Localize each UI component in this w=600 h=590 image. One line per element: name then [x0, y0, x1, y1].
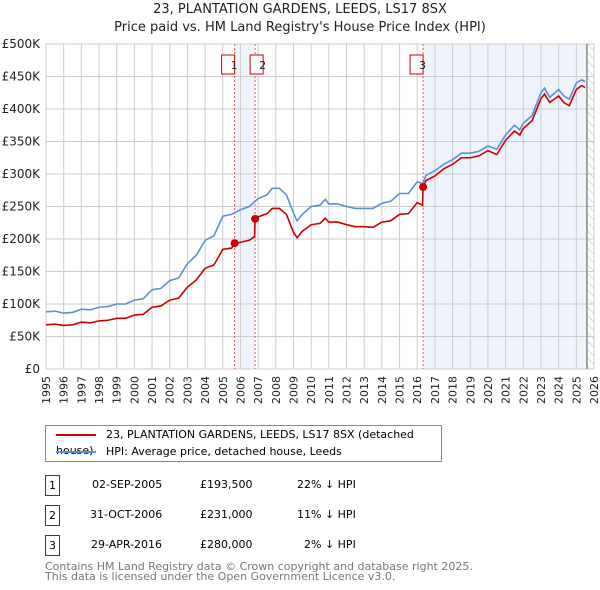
y-tick-label: £100K	[2, 297, 42, 311]
x-tick-label: 2026	[588, 376, 600, 404]
sale-marker-box	[221, 54, 236, 75]
y-tick-label: £200K	[2, 232, 42, 246]
sale-marker-label: 3	[419, 59, 426, 72]
x-tick-label: 2002	[164, 376, 177, 404]
y-tick-label: £250K	[2, 200, 42, 214]
sale-hpi-diff: 11% ↓ HPI	[297, 508, 356, 521]
x-tick-label: 2011	[323, 376, 336, 404]
chart-plot: 1995 1996 1997 1998 1999 2000 2001 2002 2003 2004…	[2, 37, 600, 404]
sale-marker-label: 2	[259, 59, 266, 72]
x-tick-label: 2006	[234, 376, 247, 404]
sale-number: 3	[45, 535, 60, 556]
legend-swatch-red	[56, 434, 96, 436]
x-tick-label: 2012	[341, 376, 354, 404]
sale-point	[230, 239, 239, 248]
footer-line: This data is licensed under the Open Gov…	[45, 570, 396, 583]
y-tick-label: £450K	[2, 70, 42, 84]
chart-subtitle: Price paid vs. HM Land Registry's House …	[114, 20, 486, 35]
sale-hpi-diff: 22% ↓ HPI	[297, 478, 356, 491]
sale-hpi-diff: 2% ↓ HPI	[304, 538, 356, 551]
sale-date: 02-SEP-2005	[92, 478, 163, 491]
x-tick-label: 1995	[40, 376, 53, 404]
x-tick-label: 2019	[464, 376, 477, 404]
legend: 23, PLANTATION GARDENS, LEEDS, LS17 8SX …	[45, 425, 442, 462]
legend-label: 23, PLANTATION GARDENS, LEEDS, LS17 8SX …	[56, 428, 414, 457]
sale-date: 29-APR-2016	[91, 538, 163, 551]
sale-point	[419, 183, 428, 191]
x-tick-label: 2004	[199, 376, 212, 404]
legend-item-price: 23, PLANTATION GARDENS, LEEDS, LS17 8SX …	[56, 427, 441, 457]
x-tick-label: 2015	[394, 376, 407, 404]
x-tick-label: 2000	[128, 376, 141, 404]
x-tick-label: 2024	[553, 376, 566, 404]
x-tick-label: 2017	[429, 376, 442, 404]
x-tick-label: 2018	[447, 376, 460, 404]
y-tick-label: £350K	[2, 135, 42, 149]
y-tick-label: £150K	[2, 265, 42, 279]
sale-price: £280,000	[200, 538, 253, 551]
x-tick-label: 2008	[270, 376, 283, 404]
x-tick-label: 2022	[517, 376, 530, 404]
x-tick-label: 2013	[358, 376, 371, 404]
x-tick-label: 2014	[376, 376, 389, 404]
x-tick-label: 2001	[146, 376, 159, 404]
series-line	[45, 84, 586, 327]
y-tick-label: £400K	[2, 102, 42, 116]
sale-price: £231,000	[200, 508, 253, 521]
x-tick-label: 2023	[535, 376, 548, 404]
series-line	[45, 78, 586, 314]
sale-point	[251, 214, 260, 223]
sale-marker-box	[409, 54, 424, 75]
sale-date: 31-OCT-2006	[90, 508, 163, 521]
y-tick-label: £0	[25, 362, 40, 376]
legend-item-hpi: HPI: Average price, detached house, Leed…	[56, 444, 342, 460]
x-tick-label: 2009	[287, 376, 300, 404]
y-tick-label: £500K	[2, 37, 42, 51]
sale-marker-box	[249, 54, 264, 75]
footer-line: Contains HM Land Registry data © Crown c…	[45, 560, 473, 573]
chart-title: 23, PLANTATION GARDENS, LEEDS, LS17 8SX	[153, 2, 447, 17]
x-tick-label: 2016	[411, 376, 424, 404]
sale-number: 1	[45, 475, 60, 496]
sale-price: £193,500	[200, 478, 253, 491]
x-tick-label: 2007	[252, 376, 265, 404]
x-tick-label: 1999	[111, 376, 124, 404]
x-tick-label: 1996	[58, 376, 71, 404]
legend-swatch-blue	[56, 451, 96, 453]
sale-number: 2	[45, 505, 60, 526]
x-tick-label: 2003	[181, 376, 194, 404]
x-tick-label: 1997	[75, 376, 88, 404]
y-tick-label: £300K	[2, 167, 42, 181]
x-tick-label: 2005	[217, 376, 230, 404]
legend-label: HPI: Average price, detached house, Leed…	[106, 445, 342, 458]
x-tick-label: 2021	[500, 376, 513, 404]
y-tick-label: £50K	[9, 330, 41, 344]
x-tick-label: 2025	[570, 376, 583, 404]
x-tick-label: 2020	[482, 376, 495, 404]
sale-marker-label: 1	[231, 59, 238, 72]
x-tick-label: 2010	[305, 376, 318, 404]
x-tick-label: 1998	[93, 376, 106, 404]
